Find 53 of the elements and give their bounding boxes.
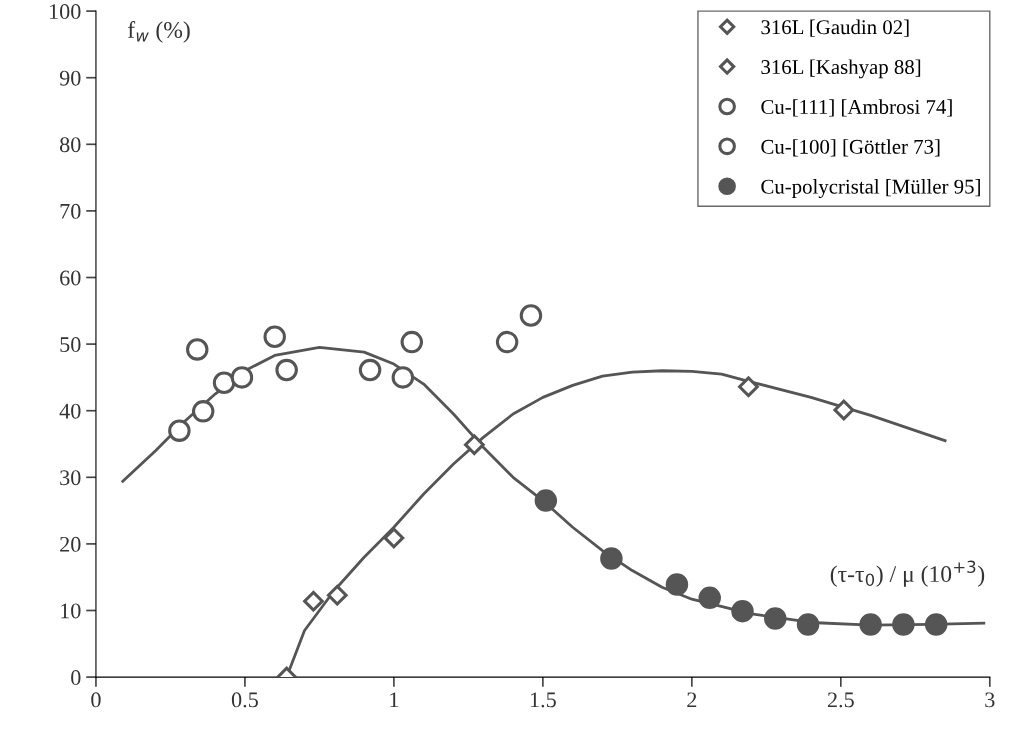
x-tick-label: 2 [687,692,697,708]
point [859,613,882,636]
x-tick-label: 3 [985,692,995,708]
x-tick-label: 0.5 [231,692,258,708]
point [191,400,215,423]
point [495,330,519,354]
point [263,325,286,349]
y-tick-label: 60 [60,270,81,286]
point [186,338,209,361]
point [463,434,485,456]
point [400,330,424,354]
x-tick-label: 1.5 [530,692,556,708]
point [168,419,191,442]
point [303,590,324,612]
y-tick-label: 30 [60,470,81,486]
point [731,599,754,623]
y-tick-label: 50 [60,337,81,353]
y-tick-label: 90 [59,70,81,86]
x-tick-label: 0 [91,692,101,708]
point [519,304,543,327]
point [924,613,948,636]
point [738,376,759,398]
point [665,573,689,596]
point [764,607,787,630]
legend-label: 316L [Gaudin 02] [761,19,909,37]
x-tick-label: 1 [390,692,399,708]
y-tick-label: 20 [60,536,81,552]
y-tick-label: 10 [61,603,81,619]
point [230,366,254,389]
x-axis-title: (τ-τ$_{0}$) / μ (10$^{+3}$) [830,560,985,587]
y-tick-label: 0 [71,670,81,686]
point [383,527,405,549]
point [534,489,558,512]
point [796,613,820,636]
point [275,358,298,382]
y-axis-title: f$_{w}$ (%) [127,21,190,43]
legend-label: 316L [Kashyap 88] [761,59,921,79]
point [391,366,415,389]
point [358,358,382,382]
legend-label: Cu-polycristal [Müller 95] [761,179,980,198]
point [600,547,623,570]
point [698,586,721,610]
y-tick-label: 100 [49,4,81,20]
legend-label: Cu-[111] [Ambrosi 74] [761,99,952,117]
y-tick-label: 40 [59,403,81,419]
legend-label: Cu-[100] [Göttler 73] [761,139,940,157]
point [892,613,915,636]
point [212,371,236,394]
point [833,399,855,421]
x-tick-label: 2.5 [827,692,854,708]
y-tick-label: 80 [59,137,81,153]
y-tick-label: 70 [60,203,81,219]
point [326,584,348,606]
